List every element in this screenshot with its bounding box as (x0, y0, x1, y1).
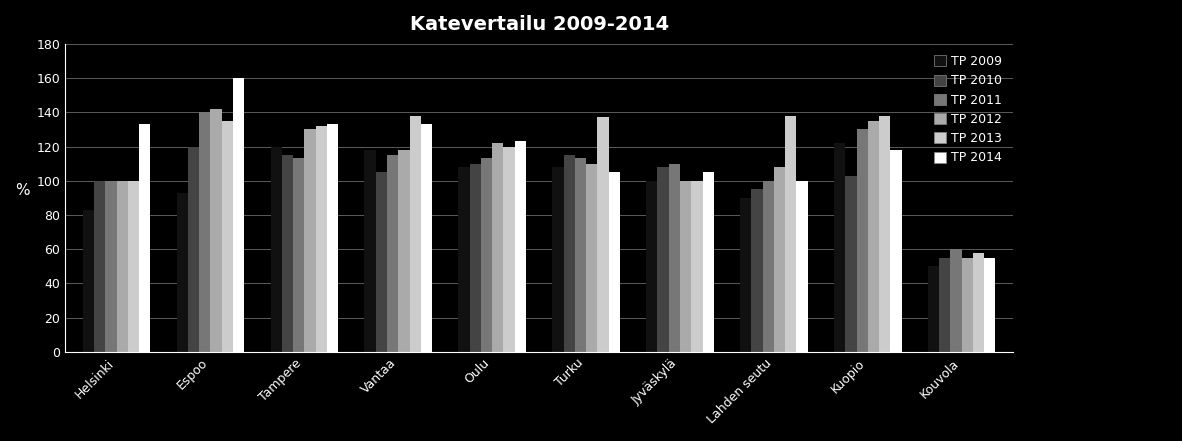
Bar (128, 181, 139, 352)
Bar (973, 253, 985, 352)
Bar (774, 167, 785, 352)
Bar (233, 78, 245, 352)
Bar (702, 172, 714, 352)
Bar (691, 181, 702, 352)
Bar (890, 150, 902, 352)
Bar (834, 143, 845, 352)
Bar (200, 112, 210, 352)
Bar (398, 150, 409, 352)
Bar (797, 181, 807, 352)
Bar (281, 155, 293, 352)
Bar (492, 143, 504, 352)
Bar (740, 198, 752, 352)
Bar (597, 117, 609, 352)
Bar (327, 124, 338, 352)
Bar (574, 158, 586, 352)
Bar (83, 210, 95, 352)
Y-axis label: %: % (15, 183, 30, 198)
Bar (680, 181, 691, 352)
Bar (962, 258, 973, 352)
Bar (669, 164, 680, 352)
Bar (188, 146, 200, 352)
Bar (469, 164, 481, 352)
Bar (752, 189, 762, 352)
Bar (564, 155, 574, 352)
Bar (364, 150, 376, 352)
Bar (305, 129, 316, 352)
Bar (879, 116, 890, 352)
Bar (868, 121, 879, 352)
Bar (514, 142, 526, 352)
Bar (376, 172, 387, 352)
Bar (657, 167, 669, 352)
Title: Katevertailu 2009-2014: Katevertailu 2009-2014 (410, 15, 669, 34)
Bar (459, 167, 469, 352)
Bar (176, 193, 188, 352)
Bar (316, 126, 327, 352)
Bar (950, 249, 962, 352)
Bar (210, 109, 222, 352)
Bar (985, 258, 995, 352)
Bar (409, 116, 421, 352)
Bar (271, 146, 281, 352)
Bar (117, 181, 128, 352)
Bar (928, 266, 940, 352)
Bar (857, 129, 868, 352)
Bar (762, 181, 774, 352)
Bar (222, 121, 233, 352)
Bar (387, 155, 398, 352)
Bar (940, 258, 950, 352)
Bar (845, 176, 857, 352)
Bar (504, 146, 514, 352)
Bar (139, 124, 150, 352)
Bar (647, 181, 657, 352)
Bar (785, 116, 797, 352)
Bar (609, 172, 619, 352)
Bar (421, 124, 433, 352)
Bar (105, 181, 117, 352)
Bar (481, 158, 492, 352)
Bar (95, 181, 105, 352)
Bar (552, 167, 564, 352)
Bar (293, 158, 305, 352)
Legend: TP 2009, TP 2010, TP 2011, TP 2012, TP 2013, TP 2014: TP 2009, TP 2010, TP 2011, TP 2012, TP 2… (929, 50, 1007, 169)
Bar (586, 164, 597, 352)
